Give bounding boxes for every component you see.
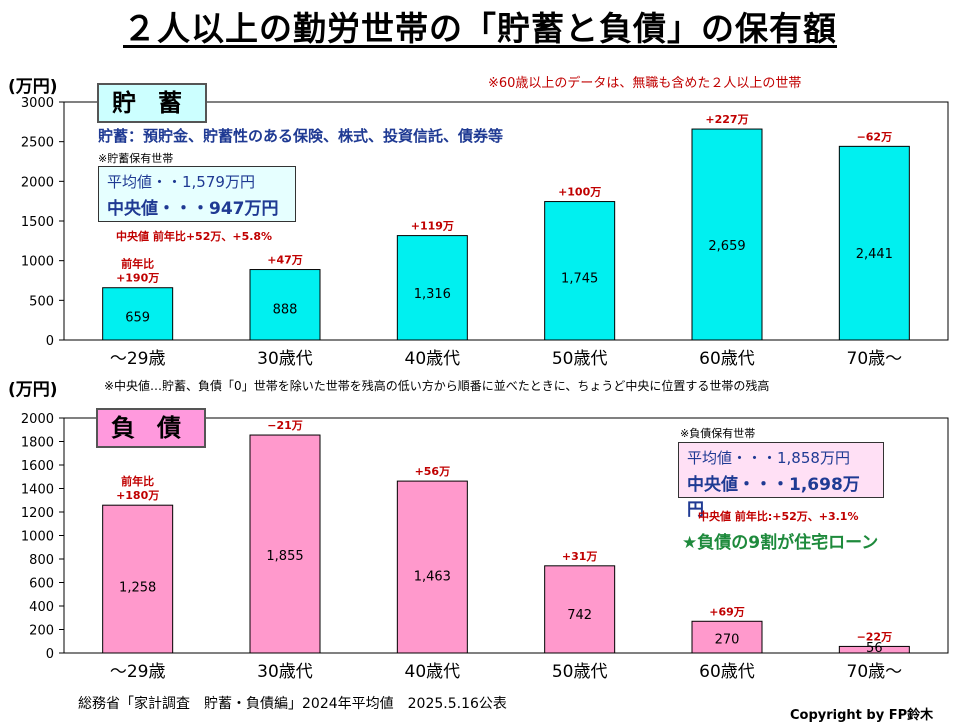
page-title: ２人以上の勤労世帯の「貯蓄と負債」の保有額	[123, 9, 837, 48]
debt-change-label: +180万	[116, 489, 159, 502]
debt-y-tick-label: 600	[29, 577, 54, 592]
savings-bar	[691, 128, 763, 341]
debt-bar	[102, 504, 174, 654]
savings-value-label: 2,441	[856, 247, 893, 262]
debt-average: 平均値・・・1,858万円	[687, 449, 850, 467]
savings-y-tick-label: 0	[46, 334, 54, 349]
debt-x-tick-label: 60歳代	[699, 662, 755, 682]
debt-x-tick-label: 70歳～	[847, 662, 903, 682]
savings-change-label: +119万	[411, 220, 454, 233]
debt-median: 中央値・・・1,698万円	[687, 475, 860, 520]
savings-y-tick-label: 1000	[21, 255, 54, 270]
savings-value-label: 1,316	[414, 287, 451, 302]
debt-y-tick-label: 200	[29, 624, 54, 639]
copyright: Copyright by FP鈴木	[790, 708, 934, 723]
debt-change-label: +69万	[709, 605, 745, 618]
savings-median: 中央値・・・947万円	[107, 199, 279, 219]
savings-value-label: 888	[273, 302, 298, 317]
debt-y-tick-label: 1600	[21, 459, 54, 474]
debt-x-tick-label: ～29歳	[110, 662, 166, 682]
debt-value-label: 742	[567, 608, 592, 623]
debt-change-label: +31万	[562, 550, 598, 563]
debt-change-label: −21万	[267, 419, 303, 432]
debt-y-unit: (万円)	[8, 380, 58, 400]
debt-bar	[691, 620, 763, 654]
savings-y-unit: (万円)	[8, 77, 58, 97]
savings-bar	[249, 269, 321, 341]
savings-x-tick-label: 40歳代	[405, 349, 461, 369]
savings-x-tick-label: ～29歳	[110, 349, 166, 369]
debt-change-label: +56万	[415, 465, 451, 478]
debt-value-label: 1,258	[119, 580, 156, 595]
debt-y-tick-label: 400	[29, 600, 54, 615]
savings-y-tick-label: 1500	[21, 215, 54, 230]
debt-x-tick-label: 40歳代	[405, 662, 461, 682]
debt-holder-note: ※負債保有世帯	[680, 427, 756, 440]
debt-tag: 負債	[96, 408, 206, 448]
debt-y-tick-label: 1200	[21, 506, 54, 521]
debt-bar	[396, 480, 468, 654]
debt-stat-box: 平均値・・・1,858万円 中央値・・・1,698万円	[678, 442, 884, 520]
savings-y-tick-label: 3000	[21, 96, 54, 111]
source: 総務省「家計調査 貯蓄・負債編」2024年平均値 2025.5.16公表	[78, 696, 507, 712]
savings-y-tick-label: 2000	[21, 175, 54, 190]
debt-x-tick-label: 50歳代	[552, 662, 608, 682]
savings-change-label: +190万	[116, 272, 159, 285]
debt-y-tick-label: 1400	[21, 483, 54, 498]
savings-change-label: +227万	[705, 113, 748, 126]
savings-change-label: 前年比	[121, 257, 154, 271]
savings-value-label: 1,745	[561, 272, 598, 287]
savings-value-label: 2,659	[708, 239, 745, 254]
savings-average: 平均値・・1,579万円	[107, 173, 255, 191]
debt-x-tick-label: 30歳代	[257, 662, 313, 682]
savings-definition: 貯蓄：預貯金、貯蓄性のある保険、株式、投資信託、債券等	[98, 127, 504, 145]
savings-bar	[102, 287, 174, 341]
median-footnote: ※中央値…貯蓄、負債「0」世帯を除いた世帯を残高の低い方から順番に並べたときに、…	[104, 379, 770, 393]
debt-bar	[544, 565, 616, 654]
debt-bar	[838, 645, 910, 654]
debt-y-tick-label: 1000	[21, 530, 54, 545]
debt-value-label: 1,463	[414, 570, 451, 585]
savings-x-tick-label: 30歳代	[257, 349, 313, 369]
debt-y-tick-label: 800	[29, 553, 54, 568]
savings-y-tick-label: 2500	[21, 136, 54, 151]
savings-change-label: −62万	[857, 130, 893, 143]
savings-change-label: +47万	[267, 254, 303, 267]
debt-value-label: 56	[866, 641, 883, 656]
savings-bar	[838, 145, 910, 341]
savings-holder-note: ※貯蓄保有世帯	[98, 152, 174, 165]
savings-y-tick-label: 500	[29, 294, 54, 309]
savings-x-tick-label: 60歳代	[699, 349, 755, 369]
savings-median-change: 中央値 前年比+52万、+5.8%	[116, 230, 273, 243]
savings-bar	[396, 235, 468, 341]
debt-green-note: ★負債の9割が住宅ローン	[682, 533, 879, 553]
debt-change-label: 前年比	[121, 474, 154, 488]
debt-y-tick-label: 1800	[21, 436, 54, 451]
debt-median-change: 中央値 前年比:+52万、+3.1%	[698, 510, 859, 523]
top-note: ※60歳以上のデータは、無職も含めた２人以上の世帯	[488, 76, 802, 91]
savings-stat-box: 平均値・・1,579万円 中央値・・・947万円	[98, 166, 296, 222]
savings-x-tick-label: 50歳代	[552, 349, 608, 369]
savings-x-tick-label: 70歳～	[847, 349, 903, 369]
savings-bar	[544, 201, 616, 341]
savings-value-label: 659	[125, 310, 150, 325]
debt-bar	[249, 434, 321, 654]
savings-tag: 貯蓄	[97, 83, 207, 123]
debt-y-tick-label: 0	[46, 647, 54, 662]
debt-change-label: −22万	[857, 630, 893, 643]
debt-y-tick-label: 2000	[21, 412, 54, 427]
savings-change-label: +100万	[558, 186, 601, 199]
debt-value-label: 270	[715, 633, 740, 648]
debt-value-label: 1,855	[266, 549, 303, 564]
